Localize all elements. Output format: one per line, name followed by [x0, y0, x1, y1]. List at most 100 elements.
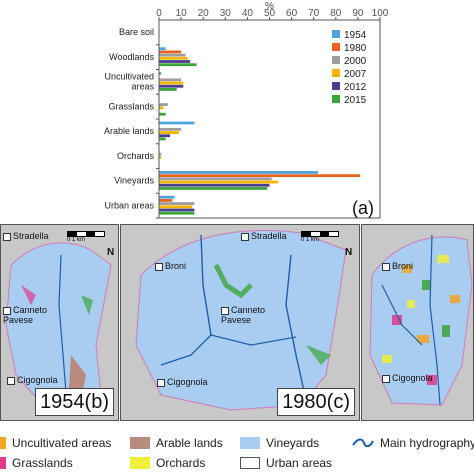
bar-2012 [159, 183, 270, 187]
map-1980-north-arrow: N [345, 247, 353, 258]
legend-label: 2000 [344, 56, 367, 67]
map-1954-scale-bar [67, 231, 105, 237]
x-tick-label: 0 [156, 8, 162, 19]
map-legend: Uncultivated areas Arable lands Vineyard… [0, 432, 474, 474]
legend-swatch [332, 95, 340, 103]
x-tick-label: 30 [220, 8, 232, 19]
map-1954-town-1: Stradella [3, 231, 49, 241]
bar-2007 [159, 106, 164, 110]
legend-label: 1980 [344, 43, 367, 54]
bar-2012 [159, 84, 184, 88]
legend-label: 2012 [344, 82, 367, 93]
bar-1954 [159, 195, 175, 199]
map-recent-drawing [362, 225, 473, 420]
x-tick-label: 100 [372, 8, 389, 19]
bar-2000 [159, 202, 195, 205]
map-1954-town-3: Cigognola [7, 375, 58, 385]
legend-hydrography: Main hydrography [352, 436, 474, 450]
legend-hydrography-line [352, 438, 374, 448]
bar-2015 [159, 211, 195, 215]
legend-arable-swatch [130, 437, 150, 449]
bar-2012 [159, 134, 171, 138]
bar-2007 [159, 205, 193, 209]
x-tick-label: 10 [176, 8, 188, 19]
y-category-label: Vineyards [114, 176, 154, 186]
legend-swatch [332, 82, 340, 90]
x-tick-label: 20 [198, 8, 210, 19]
map-panel-1980: Broni Stradella Canneto Pavese Cigognola… [120, 224, 360, 421]
bar-2015 [159, 187, 268, 190]
legend-swatch [332, 56, 340, 64]
map-recent-town-1: Broni [382, 261, 413, 271]
bar-2000 [159, 127, 182, 131]
y-category-label: Uncultivated areas [104, 72, 154, 92]
map-1980-town-2: Stradella [241, 231, 287, 241]
bar-2012 [159, 208, 195, 212]
land-use-bar-chart: % 0 10 20 30 40 50 60 70 80 90 100 Bare soil Woodland… [104, 1, 389, 219]
bar-1980 [159, 174, 361, 178]
x-tick-label: 70 [308, 8, 320, 19]
legend-swatch [332, 43, 340, 51]
x-tick-label: 80 [330, 8, 342, 19]
x-tick-label: 60 [286, 8, 298, 19]
bar-2012 [159, 60, 190, 63]
x-tick-label: 90 [352, 8, 364, 19]
map-1954-tag: 1954(b) [35, 388, 114, 416]
x-tick-label: 40 [242, 8, 254, 19]
map-1954-north-arrow: N [107, 247, 115, 258]
legend-uncultivated: Uncultivated areas [0, 436, 111, 450]
map-panel-1954: Stradella Canneto Pavese Cigognola 0 1 k… [0, 224, 119, 421]
legend-arable: Arable lands [130, 436, 223, 450]
y-category-label: Bare soil [119, 27, 154, 37]
bar-2015 [159, 63, 197, 67]
panel-label: (a) [352, 198, 374, 218]
bar-2000 [159, 78, 182, 82]
chart-layer: % 0 10 20 30 40 50 60 70 80 90 100 Bare soil Woodland… [104, 1, 389, 219]
y-category-label: Grasslands [108, 101, 154, 111]
bar-2000 [159, 53, 186, 57]
bar-2007 [159, 155, 162, 159]
bar-2007 [159, 56, 188, 60]
map-1980-scale-bar [301, 231, 339, 237]
y-category-label: Woodlands [109, 52, 154, 62]
map-1980-drawing [121, 225, 359, 420]
legend-label: 1954 [344, 30, 367, 41]
legend-orchards-swatch [130, 457, 150, 469]
y-category-label: Urban areas [104, 200, 154, 210]
bar-1954 [159, 47, 166, 51]
bar-2015 [159, 112, 166, 116]
legend-vineyards: Vineyards [240, 436, 319, 450]
bar-1980 [159, 50, 182, 54]
map-panel-recent: Broni Cigognola [361, 224, 474, 421]
bar-1954 [159, 121, 195, 125]
map-1954-drawing [1, 225, 118, 420]
legend-urban: Urban areas [240, 456, 332, 470]
x-axis-unit-label: % [265, 1, 274, 12]
legend-grasslands: Grasslands [0, 456, 73, 470]
map-1980-town-3: Canneto Pavese [221, 305, 266, 325]
map-1954-town-2: Canneto Pavese [3, 305, 48, 325]
bar-1980 [159, 199, 173, 202]
map-1980-town-1: Broni [155, 261, 186, 271]
map-1980-tag: 1980(c) [277, 388, 355, 416]
bar-2000 [159, 152, 162, 156]
bar-1954 [159, 171, 319, 174]
legend-grasslands-swatch [0, 457, 6, 469]
map-1980-town-4: Cigognola [157, 377, 208, 387]
legend-swatch [332, 69, 340, 77]
bar-2007 [159, 180, 279, 184]
legend-label: 2015 [344, 95, 367, 106]
bar-2015 [159, 88, 177, 91]
legend-uncultivated-swatch [0, 437, 6, 449]
legend-vineyards-swatch [240, 437, 260, 449]
bar-2007 [159, 131, 179, 134]
y-category-label: Orchards [117, 151, 155, 161]
x-tick-label: 50 [264, 8, 276, 19]
map-1954-scale-label: 0 1 km [67, 237, 86, 243]
bar-2000 [159, 177, 272, 181]
bar-2015 [159, 137, 166, 141]
bar-2000 [159, 103, 168, 106]
legend-label: 2007 [344, 69, 367, 80]
y-category-label: Arable lands [104, 126, 155, 136]
legend-urban-swatch [240, 457, 260, 469]
